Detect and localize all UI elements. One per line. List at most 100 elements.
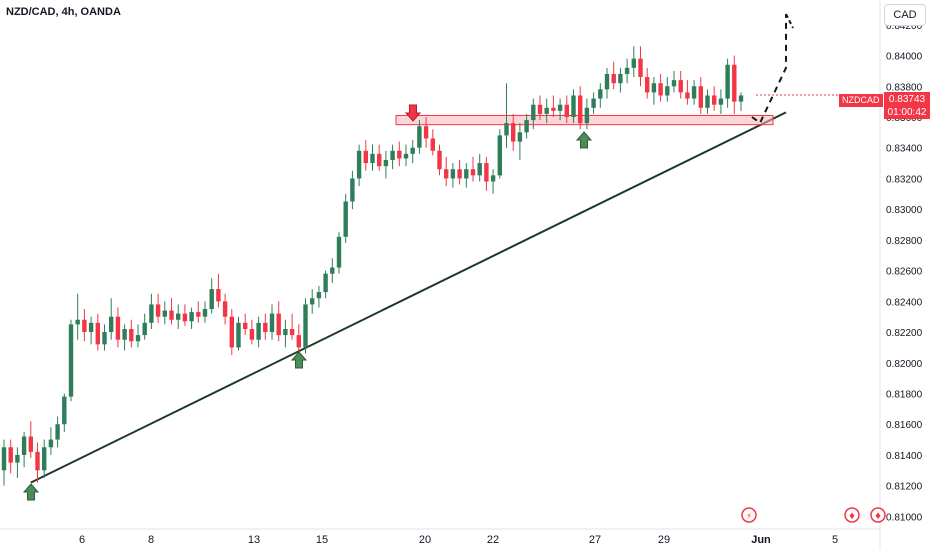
lightning-event-icon-glyph: ⚡ xyxy=(746,512,752,522)
candle-up xyxy=(1,447,7,471)
projection-tip xyxy=(785,13,794,29)
time-tick-label: 15 xyxy=(316,534,328,546)
price-tick-label: 0.84200 xyxy=(886,21,923,32)
time-tick-label: 13 xyxy=(248,534,260,546)
candle-up xyxy=(88,322,94,333)
candle-up xyxy=(21,436,27,455)
price-tick-label: 0.83200 xyxy=(886,174,923,185)
candle-down xyxy=(712,95,717,105)
candle-up xyxy=(571,95,576,117)
candle-up xyxy=(531,104,536,121)
candle-up xyxy=(504,123,509,136)
candle-down xyxy=(115,316,121,340)
candle-up xyxy=(68,324,74,397)
candle-down xyxy=(363,150,368,164)
time-tick-label: Jun xyxy=(751,534,771,546)
candle-up xyxy=(544,107,549,114)
event-icons: ⚡ ♦ ♦ xyxy=(741,507,886,523)
candle-down xyxy=(182,313,188,322)
candle-up xyxy=(390,150,395,161)
candle-down xyxy=(243,322,248,329)
candle-down xyxy=(289,328,295,336)
candle-up xyxy=(718,98,724,105)
candle-up xyxy=(330,267,335,274)
candle-up xyxy=(410,147,415,154)
candle-up xyxy=(343,201,348,237)
candle-up xyxy=(122,328,127,340)
candle-down xyxy=(155,304,161,317)
candle-down xyxy=(551,107,556,111)
candle-down xyxy=(444,169,449,179)
candle-down xyxy=(638,58,643,78)
candle-up xyxy=(356,150,362,179)
candle-down xyxy=(564,104,569,117)
candle-up xyxy=(62,396,67,425)
candle-up xyxy=(75,319,80,325)
candle-up xyxy=(48,439,54,448)
candle-up xyxy=(383,160,389,167)
candle-up xyxy=(370,153,375,164)
candle-down xyxy=(28,436,33,452)
trendline xyxy=(30,111,787,484)
resistance-zone xyxy=(395,114,774,126)
lightning-event-icon xyxy=(741,507,757,523)
symbol-price-tag: NZDCAD xyxy=(839,94,883,107)
candle-down xyxy=(229,316,234,348)
candle-up xyxy=(691,86,697,99)
candle-down xyxy=(397,150,402,159)
price-tick-label: 0.82400 xyxy=(886,297,923,308)
price-tick-label: 0.81400 xyxy=(886,451,923,462)
candle-up xyxy=(109,316,114,333)
candle-down xyxy=(732,64,737,102)
candle-down xyxy=(484,163,489,182)
price-tick-label: 0.82200 xyxy=(886,328,923,339)
time-tick-label: 5 xyxy=(832,534,838,546)
time-tick-label: 8 xyxy=(148,534,154,546)
candle-down xyxy=(511,123,516,142)
candle-up xyxy=(176,313,181,320)
time-tick-label: 20 xyxy=(419,534,431,546)
candle-up xyxy=(202,309,208,317)
price-tick-label: 0.83000 xyxy=(886,205,923,216)
candle-down xyxy=(216,289,221,302)
candle-down xyxy=(430,138,435,151)
candle-down xyxy=(8,447,13,463)
candle-up xyxy=(604,73,610,90)
candle-down xyxy=(685,92,690,99)
price-tick-label: 0.81600 xyxy=(886,420,923,431)
candles-layer xyxy=(1,46,744,486)
candle-up xyxy=(310,298,315,305)
candle-down xyxy=(537,104,543,114)
candle-up xyxy=(557,104,563,111)
time-tick-label: 22 xyxy=(487,534,499,546)
candle-down xyxy=(82,319,87,333)
price-tick-label: 0.82600 xyxy=(886,267,923,278)
candle-up xyxy=(149,304,154,323)
last-price-value: 0.83743 xyxy=(888,94,926,105)
candle-up xyxy=(738,95,744,102)
candle-up xyxy=(584,107,590,124)
currency-button[interactable]: CAD xyxy=(884,4,926,26)
candle-up xyxy=(350,178,355,202)
price-tick-label: 0.83800 xyxy=(886,82,923,93)
candle-up xyxy=(477,163,482,176)
bar-countdown: 01:00:42 xyxy=(887,107,927,118)
candle-up xyxy=(464,169,469,179)
price-tick-label: 0.81000 xyxy=(886,512,923,523)
candle-up xyxy=(102,332,107,345)
annotations-layer xyxy=(22,13,880,501)
canada-flag-icon xyxy=(870,507,886,523)
candle-down xyxy=(35,451,40,471)
candle-down xyxy=(437,150,442,170)
candle-up xyxy=(135,335,141,342)
price-tick-label: 0.84000 xyxy=(886,52,923,63)
candle-up xyxy=(631,58,636,68)
candle-down xyxy=(658,83,663,96)
candle-up xyxy=(42,447,47,471)
candle-down xyxy=(129,328,134,342)
up-arrow-icon xyxy=(22,483,40,501)
candle-down xyxy=(423,126,429,139)
candle-up xyxy=(665,86,670,96)
candle-down xyxy=(263,322,268,333)
